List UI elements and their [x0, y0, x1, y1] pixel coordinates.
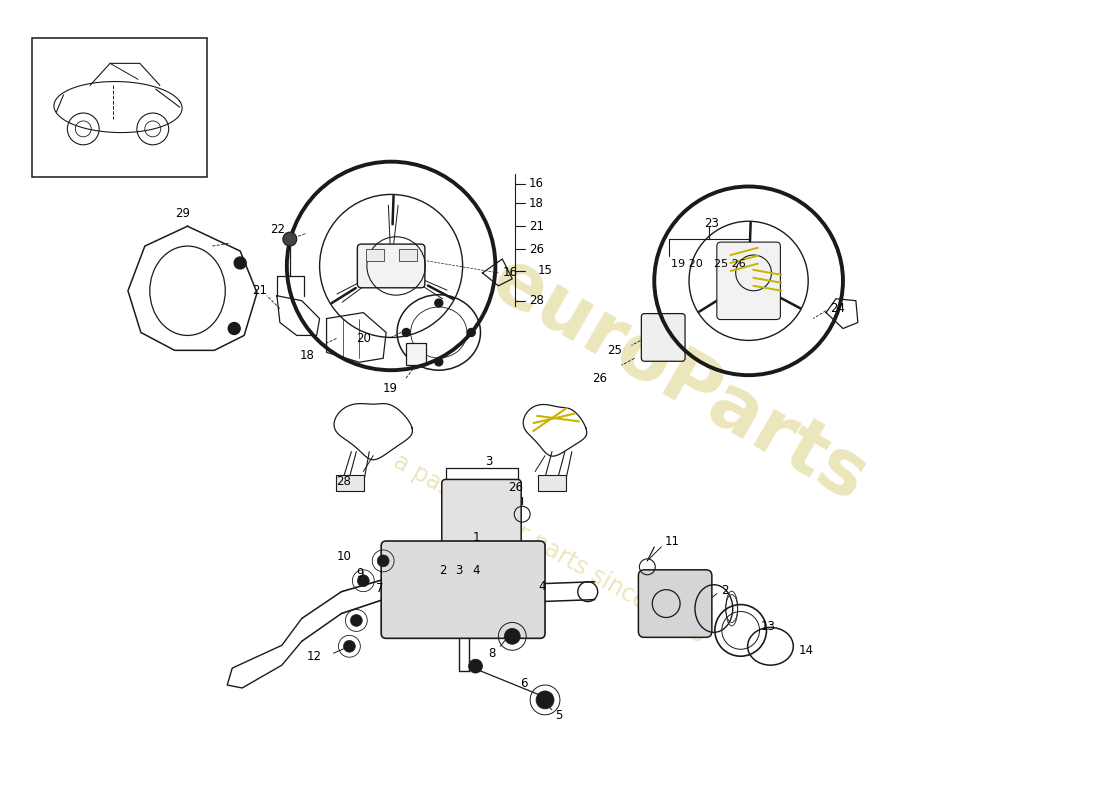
Text: 1: 1 — [473, 530, 480, 543]
FancyBboxPatch shape — [717, 242, 780, 319]
Text: 26: 26 — [508, 481, 524, 494]
Text: 14: 14 — [799, 644, 813, 657]
Bar — [366, 249, 384, 261]
Text: 22: 22 — [270, 222, 285, 236]
Text: 28: 28 — [337, 475, 351, 488]
Text: 16: 16 — [529, 177, 544, 190]
Text: 24: 24 — [830, 302, 845, 315]
Circle shape — [403, 329, 410, 337]
Circle shape — [283, 232, 297, 246]
Text: 19 20: 19 20 — [671, 259, 703, 269]
Text: 18: 18 — [299, 349, 315, 362]
Text: 18: 18 — [529, 197, 544, 210]
Text: 26: 26 — [592, 372, 607, 385]
Bar — [32, 38, 208, 177]
Text: 9: 9 — [356, 567, 364, 580]
Text: 6: 6 — [520, 677, 528, 690]
FancyBboxPatch shape — [442, 479, 521, 545]
Circle shape — [229, 322, 240, 334]
Text: 20: 20 — [356, 332, 371, 345]
Text: 7: 7 — [376, 582, 384, 595]
FancyBboxPatch shape — [638, 570, 712, 638]
Bar — [399, 249, 417, 261]
Text: 21: 21 — [529, 220, 544, 233]
Circle shape — [434, 358, 442, 366]
Circle shape — [536, 691, 554, 709]
FancyBboxPatch shape — [358, 244, 425, 288]
Text: 16: 16 — [503, 266, 517, 279]
Text: a passion for parts since 1985: a passion for parts since 1985 — [389, 450, 711, 649]
Text: euroParts: euroParts — [478, 242, 880, 518]
Bar — [337, 475, 364, 491]
Text: 13: 13 — [760, 620, 775, 633]
Bar — [538, 475, 565, 491]
Text: 25: 25 — [607, 344, 623, 357]
Text: 12: 12 — [307, 650, 321, 662]
Text: 19: 19 — [383, 382, 398, 394]
Text: 29: 29 — [175, 207, 189, 220]
Text: 21: 21 — [252, 284, 267, 298]
Circle shape — [377, 555, 389, 567]
Text: 10: 10 — [337, 550, 351, 563]
Text: 2: 2 — [439, 564, 447, 578]
Circle shape — [469, 659, 483, 673]
Text: 4: 4 — [473, 564, 480, 578]
Circle shape — [358, 574, 370, 586]
Circle shape — [234, 257, 246, 269]
Text: 11: 11 — [664, 534, 679, 547]
Circle shape — [504, 629, 520, 644]
FancyBboxPatch shape — [382, 541, 544, 638]
Bar — [406, 343, 426, 366]
Circle shape — [343, 640, 355, 652]
Text: 8: 8 — [488, 646, 496, 660]
Circle shape — [351, 614, 362, 626]
Text: 26: 26 — [529, 242, 544, 255]
Text: 28: 28 — [529, 294, 544, 307]
FancyBboxPatch shape — [641, 314, 685, 362]
Circle shape — [434, 299, 442, 307]
Text: 25 26: 25 26 — [714, 259, 746, 269]
Text: 5: 5 — [556, 710, 562, 722]
Text: 3: 3 — [455, 564, 463, 578]
Circle shape — [468, 329, 475, 337]
Text: 4: 4 — [538, 580, 546, 593]
Text: 23: 23 — [704, 217, 718, 230]
Text: 3: 3 — [485, 455, 493, 468]
Text: 2: 2 — [720, 584, 728, 597]
Text: 15: 15 — [538, 265, 553, 278]
